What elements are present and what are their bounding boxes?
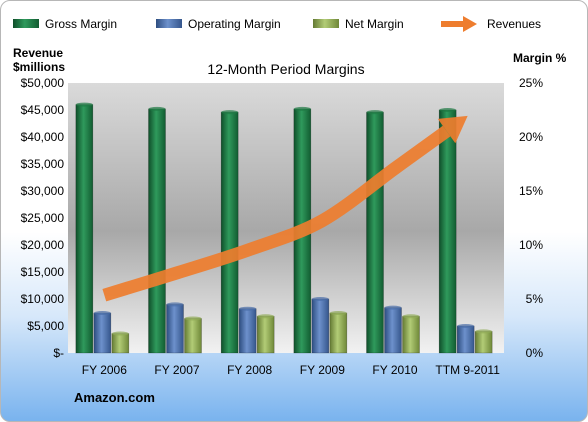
source-label: Amazon.com (74, 390, 155, 405)
left-tick-label: $20,000 (21, 238, 65, 252)
bar-net-margin (256, 315, 275, 354)
revenues-line (102, 125, 451, 302)
bar-cap-operating-margin (457, 324, 475, 328)
bar-cap-net-margin (184, 316, 202, 321)
left-tick-label: $30,000 (21, 184, 65, 198)
bar-cap-gross-margin (293, 106, 311, 111)
legend-swatch-revenues (441, 16, 477, 32)
left-tick-label: $- (53, 346, 64, 360)
bar-operating-margin (311, 298, 330, 354)
right-axis-ticks: 0% 5% 10% 15% 20% 25% (519, 76, 543, 360)
bar-cap-gross-margin (366, 110, 384, 115)
chart-title: 12-Month Period Margins (207, 61, 364, 77)
bar-operating-margin (166, 304, 184, 354)
right-tick-label: 25% (519, 76, 543, 90)
left-tick-label: $40,000 (21, 130, 65, 144)
bar-cap-operating-margin (311, 297, 329, 301)
legend-label-gross-margin: Gross Margin (45, 17, 117, 31)
legend-label-revenues: Revenues (487, 17, 541, 31)
bar-cap-operating-margin (384, 305, 402, 310)
bar-cap-operating-margin (239, 306, 257, 311)
x-tick-label: FY 2010 (372, 363, 417, 377)
right-tick-label: 20% (519, 130, 543, 144)
bar-net-margin (474, 331, 493, 354)
left-tick-label: $5,000 (27, 319, 64, 333)
bar-net-margin (184, 318, 202, 354)
plot-area (68, 83, 504, 353)
bar-cap-operating-margin (93, 311, 111, 316)
bar-cap-net-margin (402, 314, 420, 319)
bar-cap-gross-margin (221, 110, 239, 115)
left-tick-label: $25,000 (21, 211, 65, 225)
right-axis-title: Margin % (513, 51, 567, 65)
revenues-arrowhead (437, 115, 468, 144)
bar-net-margin (111, 333, 130, 354)
bar-operating-margin (384, 307, 402, 354)
x-axis-ticks: FY 2006 FY 2007 FY 2008 FY 2009 FY 2010 TTM 9… (82, 363, 500, 377)
bar-gross-margin (75, 104, 94, 354)
x-tick-label: FY 2007 (154, 363, 199, 377)
left-tick-label: $50,000 (21, 76, 65, 90)
bar-net-margin (402, 315, 420, 354)
x-tick-label: FY 2009 (300, 363, 345, 377)
legend-swatch-gross-margin (13, 19, 39, 28)
right-tick-label: 15% (519, 184, 543, 198)
x-tick-label: FY 2008 (227, 363, 272, 377)
right-tick-label: 5% (526, 292, 544, 306)
bar-cap-net-margin (329, 311, 347, 316)
legend-swatch-net-margin (313, 19, 339, 28)
left-tick-label: $35,000 (21, 157, 65, 171)
bar-operating-margin (456, 325, 475, 354)
x-tick-label: FY 2006 (82, 363, 127, 377)
left-axis-title-line2: $millions (13, 60, 65, 74)
left-axis-ticks: $- $5,000 $10,000 $15,000 $20,000 $25,000 $30,… (21, 76, 65, 360)
left-tick-label: $10,000 (21, 292, 65, 306)
bar-cap-net-margin (257, 314, 275, 319)
bar-cap-gross-margin (75, 102, 93, 107)
bar-series (75, 102, 493, 354)
bar-cap-gross-margin (148, 106, 166, 111)
bar-operating-margin (238, 308, 257, 354)
bar-gross-margin (438, 109, 457, 354)
legend-label-operating-margin: Operating Margin (188, 17, 281, 31)
bar-cap-gross-margin (439, 108, 457, 112)
left-axis-title-line1: Revenue (13, 46, 63, 60)
bar-cap-net-margin (111, 331, 129, 336)
bar-gross-margin (220, 111, 239, 354)
bar-gross-margin (366, 111, 384, 354)
bar-cap-net-margin (475, 329, 493, 334)
bar-net-margin (329, 312, 348, 354)
legend-label-net-margin: Net Margin (345, 17, 404, 31)
bar-operating-margin (93, 312, 112, 354)
right-tick-label: 0% (526, 346, 544, 360)
bar-gross-margin (148, 108, 166, 354)
bar-cap-operating-margin (166, 302, 184, 307)
legend: Gross Margin Operating Margin Net Margin… (13, 16, 541, 32)
left-tick-label: $15,000 (21, 265, 65, 279)
x-tick-label: TTM 9-2011 (435, 363, 500, 377)
right-tick-label: 10% (519, 238, 543, 252)
revenues-series (102, 115, 468, 302)
left-tick-label: $45,000 (21, 103, 65, 117)
legend-swatch-operating-margin (156, 19, 182, 28)
